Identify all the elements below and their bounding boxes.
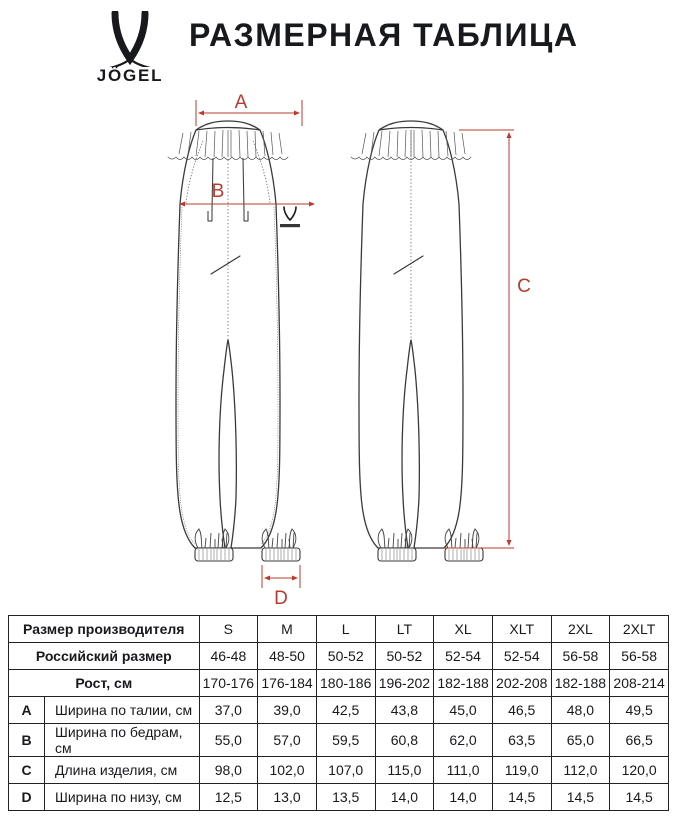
svg-text:B: B: [212, 181, 225, 202]
svg-text:A: A: [235, 92, 248, 113]
svg-text:C: C: [517, 276, 531, 297]
svg-text:D: D: [274, 588, 288, 609]
